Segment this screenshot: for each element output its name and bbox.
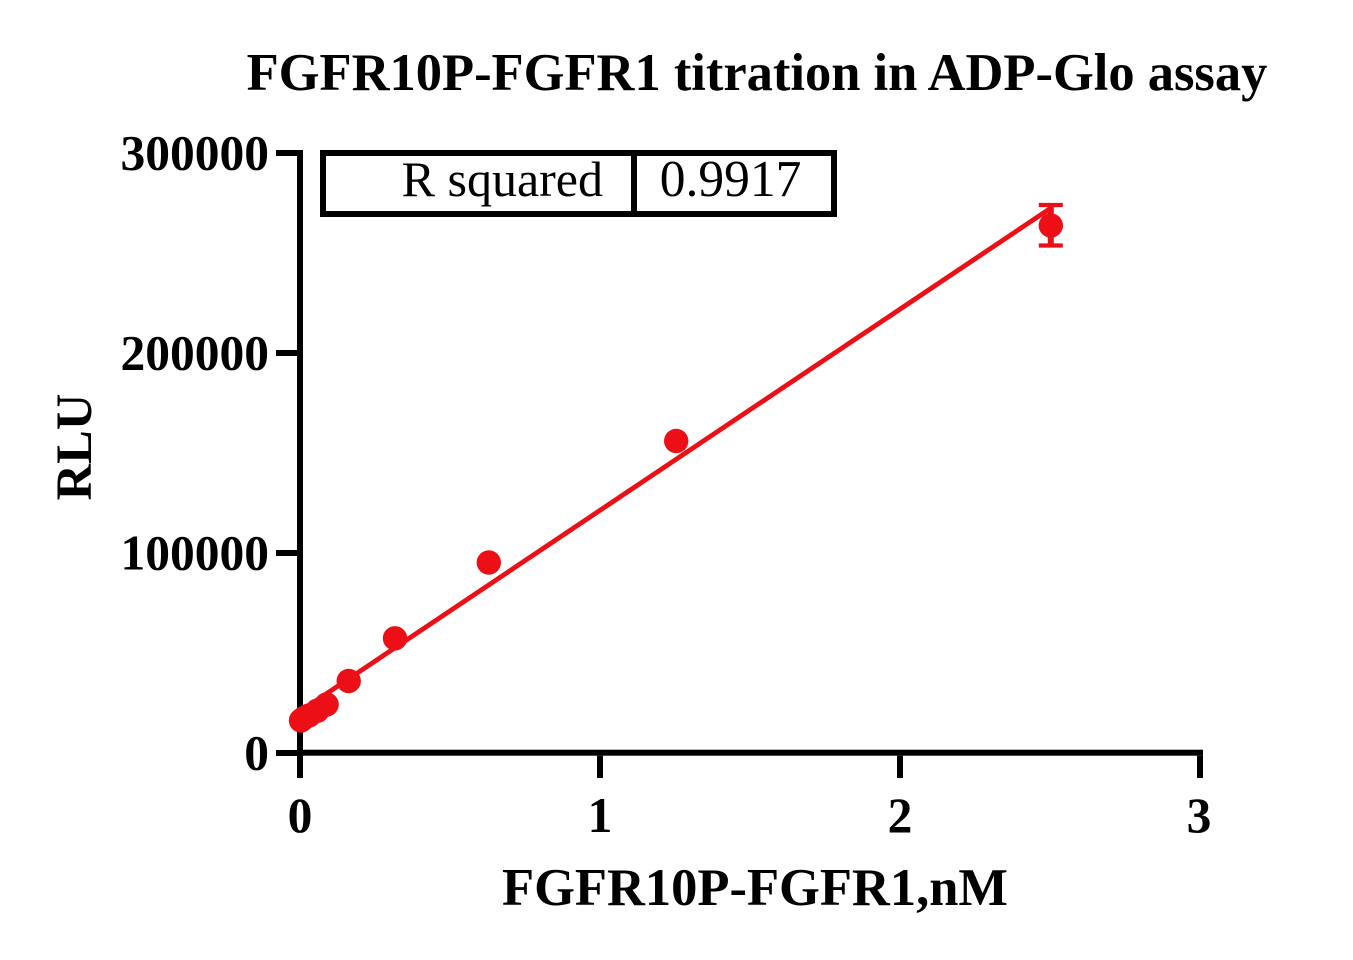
svg-text:RLU: RLU xyxy=(46,394,102,501)
svg-text:R squared: R squared xyxy=(402,151,603,207)
svg-text:3: 3 xyxy=(1187,788,1212,843)
svg-text:0: 0 xyxy=(244,726,269,781)
svg-text:FGFR10P-FGFR1,nM: FGFR10P-FGFR1,nM xyxy=(502,859,1008,917)
svg-text:0.9917: 0.9917 xyxy=(660,151,802,208)
svg-text:FGFR10P-FGFR1 titration in ADP: FGFR10P-FGFR1 titration in ADP-Glo assay xyxy=(247,44,1268,102)
svg-text:2: 2 xyxy=(888,788,913,843)
svg-text:300000: 300000 xyxy=(121,126,270,181)
svg-text:100000: 100000 xyxy=(121,526,270,581)
svg-text:200000: 200000 xyxy=(121,326,270,381)
svg-text:0: 0 xyxy=(288,788,313,843)
svg-text:1: 1 xyxy=(588,788,613,843)
